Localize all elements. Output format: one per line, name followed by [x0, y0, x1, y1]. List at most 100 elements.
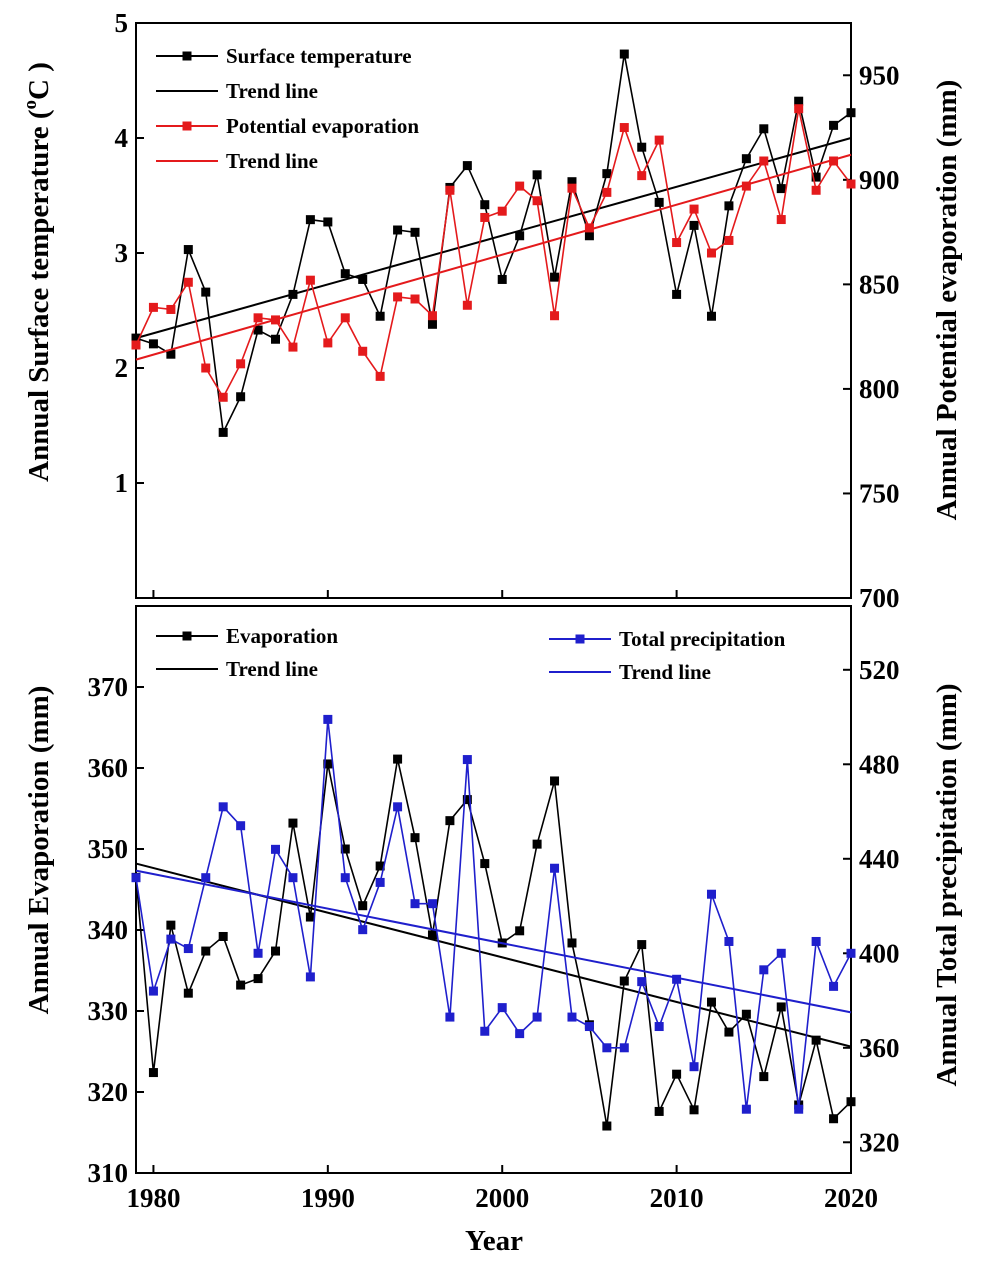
top-potential-evaporation-2-point	[724, 235, 734, 245]
bottom-right-tick-label: 440	[859, 844, 900, 874]
bottom-evaporation-0-point	[619, 976, 629, 986]
bottom-evaporation-0-point	[288, 818, 298, 828]
bottom-left-tick-label: 320	[88, 1077, 129, 1107]
top-legend-item-label: Surface temperature	[226, 44, 412, 68]
bottom-evaporation-0-point	[759, 1072, 769, 1082]
top-surface-temperature-0-point	[724, 201, 734, 211]
bottom-evaporation-0-point	[393, 754, 403, 764]
top-potential-evaporation-2-point	[602, 187, 612, 197]
top-surface-temperature-0-point	[236, 392, 246, 402]
top-surface-temperature-0-point	[375, 311, 385, 321]
bottom-right-axis-label: Annual Total precipitation (mm)	[931, 683, 963, 1086]
bottom-right-tick-label: 320	[859, 1127, 900, 1157]
top-surface-temperature-0-point	[497, 274, 507, 284]
top-surface-temperature-0-point	[183, 245, 193, 255]
top-potential-evaporation-2-point	[375, 371, 385, 381]
bottom-total-precipitation-2-point	[776, 948, 786, 958]
top-potential-evaporation-2-point	[427, 311, 437, 321]
top-potential-evaporation-2-point	[288, 342, 298, 352]
x-tick-label: 2020	[824, 1183, 878, 1213]
bottom-evaporation-0-point	[480, 859, 490, 869]
bottom-total-precipitation-2-point	[550, 863, 560, 873]
bottom-evaporation-0-point	[271, 946, 281, 956]
top-left-tick-label: 3	[115, 238, 129, 268]
x-tick-label: 2000	[475, 1183, 529, 1213]
bottom-evaporation-0-point	[776, 1002, 786, 1012]
top-right-tick-label: 850	[859, 269, 900, 299]
top-surface-temperature-0-point	[829, 120, 839, 130]
top-potential-evaporation-2-point	[567, 183, 577, 193]
top-potential-evaporation-2-point	[445, 185, 455, 195]
bottom-evaporation-0-point	[672, 1069, 682, 1079]
top-surface-temperature-0-point	[305, 215, 315, 225]
top-surface-temperature-0-point	[358, 274, 368, 284]
top-right-tick-label: 700	[859, 583, 900, 613]
bottom-total-precipitation-2-point	[584, 1022, 594, 1032]
bottom-evaporation-0-point	[462, 795, 472, 805]
x-tick-label: 1980	[126, 1183, 180, 1213]
bottom-evaporation-0-point	[515, 926, 525, 936]
top-potential-evaporation-2-point	[201, 363, 211, 373]
top-potential-evaporation-2-point	[794, 104, 804, 114]
bottom-evaporation-0-point	[602, 1121, 612, 1131]
bottom-evaporation-0-point	[427, 930, 437, 940]
bottom-total-precipitation-2-point	[375, 877, 385, 887]
top-surface-temperature-0-line	[135, 53, 852, 436]
bottom-right-legend-item-label: Trend line	[619, 660, 711, 684]
top-potential-evaporation-2-point	[619, 123, 629, 133]
top-potential-evaporation-2-point	[829, 156, 839, 166]
bottom-evaporation-0-point	[201, 946, 211, 956]
top-potential-evaporation-2-point	[462, 300, 472, 310]
bottom-total-precipitation-2-point	[689, 1062, 699, 1072]
top-potential-evaporation-2-point	[654, 135, 664, 145]
top-surface-temperature-0-point	[427, 319, 437, 329]
top-potential-evaporation-2-point	[218, 392, 228, 402]
top-left-tick-label: 2	[115, 353, 129, 383]
top-trend-line-1-line	[135, 137, 852, 340]
top-surface-temperature-0-point	[846, 108, 856, 118]
bottom-total-precipitation-2-point	[724, 936, 734, 946]
top-right-tick-label: 900	[859, 165, 900, 195]
bottom-left-legend-item-label: Evaporation	[226, 624, 338, 648]
bottom-evaporation-0-point	[689, 1105, 699, 1115]
bottom-total-precipitation-2-point	[672, 974, 682, 984]
bottom-total-precipitation-2-point	[358, 925, 368, 935]
bottom-evaporation-0-point	[829, 1114, 839, 1124]
top-potential-evaporation-2-point	[410, 294, 420, 304]
top-surface-temperature-0-point	[672, 289, 682, 299]
bottom-right-tick-label: 360	[859, 1033, 900, 1063]
bottom-evaporation-0-point	[724, 1027, 734, 1037]
top-left-tick-label: 1	[115, 468, 129, 498]
top-surface-temperature-0-point	[166, 349, 176, 359]
top-left-tick-label: 5	[115, 8, 129, 38]
bottom-total-precipitation-2-point	[654, 1022, 664, 1032]
bottom-total-precipitation-2-point	[759, 965, 769, 975]
top-potential-evaporation-2-point	[689, 204, 699, 214]
bottom-evaporation-0-point	[340, 844, 350, 854]
top-potential-evaporation-2-point	[584, 223, 594, 233]
bottom-left-tick-label: 330	[88, 996, 129, 1026]
bottom-total-precipitation-2-point	[480, 1026, 490, 1036]
top-potential-evaporation-2-point	[183, 277, 193, 287]
top-left-tick-label: 4	[115, 123, 129, 153]
x-tick-label: 1990	[301, 1183, 355, 1213]
top-potential-evaporation-2-point	[358, 346, 368, 356]
top-potential-evaporation-2-point	[741, 181, 751, 191]
top-surface-temperature-0-point	[532, 170, 542, 180]
top-potential-evaporation-2-point	[846, 179, 856, 189]
top-potential-evaporation-2-point	[340, 313, 350, 323]
top-right-tick-label: 750	[859, 478, 900, 508]
bottom-total-precipitation-2-point	[288, 873, 298, 883]
top-surface-temperature-0-point	[410, 227, 420, 237]
top-surface-temperature-0-point	[776, 184, 786, 194]
bottom-total-precipitation-2-point	[637, 977, 647, 987]
top-potential-evaporation-2-point	[759, 156, 769, 166]
top-potential-evaporation-2-point	[305, 275, 315, 285]
bottom-total-precipitation-2-point	[602, 1043, 612, 1053]
bottom-total-precipitation-2-point	[619, 1043, 629, 1053]
bottom-total-precipitation-2-point	[323, 714, 333, 724]
bottom-evaporation-0-point	[706, 997, 716, 1007]
top-potential-evaporation-2-point	[550, 311, 560, 321]
bottom-evaporation-0-point	[323, 759, 333, 769]
